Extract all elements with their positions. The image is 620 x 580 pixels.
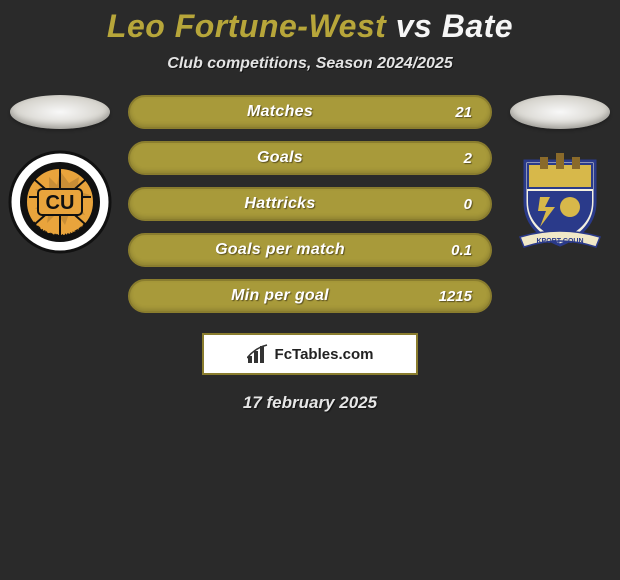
- right-column: KPORT COUN: [500, 95, 620, 262]
- player1-club-crest: CU BRIDGE UNITED: [5, 147, 115, 262]
- stat-value: 21: [412, 104, 472, 121]
- stat-bar-goals: Goals 2: [128, 141, 492, 175]
- left-column: CU BRIDGE UNITED: [0, 95, 120, 262]
- stat-bar-min-per-goal: Min per goal 1215: [128, 279, 492, 313]
- main-row: CU BRIDGE UNITED Matches 21 Goals 2 Hatt…: [0, 95, 620, 325]
- player1-portrait-placeholder: [10, 95, 110, 129]
- stat-value: 2: [412, 150, 472, 167]
- stat-label: Goals per match: [148, 241, 412, 259]
- stats-bars: Matches 21 Goals 2 Hattricks 0 Goals per…: [120, 95, 500, 325]
- stat-bar-hattricks: Hattricks 0: [128, 187, 492, 221]
- player2-portrait-placeholder: [510, 95, 610, 129]
- svg-text:KPORT COUN: KPORT COUN: [536, 238, 583, 245]
- stat-bar-goals-per-match: Goals per match 0.1: [128, 233, 492, 267]
- cambridge-united-crest-icon: CU BRIDGE UNITED: [5, 147, 115, 257]
- brand-text: FcTables.com: [275, 346, 374, 363]
- svg-text:CU: CU: [46, 192, 75, 214]
- title-player1: Leo Fortune-West: [107, 8, 386, 44]
- stat-value: 1215: [412, 288, 472, 305]
- page-title: Leo Fortune-West vs Bate: [0, 8, 620, 45]
- title-player2: Bate: [442, 8, 513, 44]
- title-connector: vs: [396, 8, 433, 44]
- player2-club-crest: KPORT COUN: [510, 147, 610, 262]
- stat-value: 0: [412, 196, 472, 213]
- subtitle: Club competitions, Season 2024/2025: [0, 55, 620, 73]
- stat-label: Min per goal: [148, 287, 412, 305]
- stat-value: 0.1: [412, 242, 472, 259]
- stat-label: Goals: [148, 149, 412, 167]
- stat-bar-matches: Matches 21: [128, 95, 492, 129]
- date-text: 17 february 2025: [0, 393, 620, 413]
- bar-chart-icon: [247, 344, 269, 364]
- stat-label: Hattricks: [148, 195, 412, 213]
- stockport-county-crest-icon: KPORT COUN: [510, 147, 610, 257]
- brand-box: FcTables.com: [202, 333, 418, 375]
- stat-label: Matches: [148, 103, 412, 121]
- infographic-root: Leo Fortune-West vs Bate Club competitio…: [0, 0, 620, 413]
